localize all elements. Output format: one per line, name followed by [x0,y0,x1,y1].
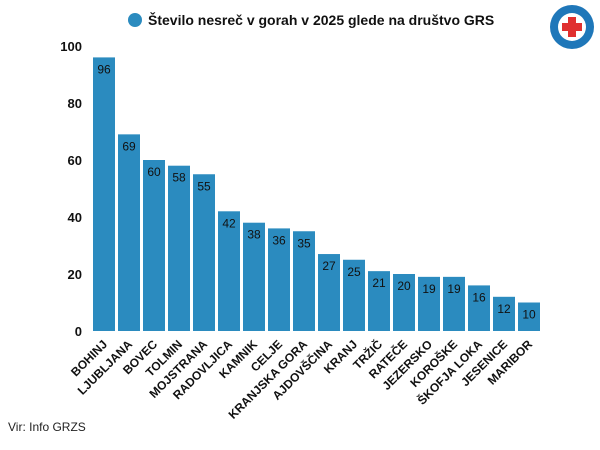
data-label: 19 [447,282,461,296]
data-label: 12 [497,302,511,316]
bar [218,211,240,331]
bar [493,296,515,331]
y-tick-label: 60 [68,153,82,168]
bar [93,57,115,332]
bar [268,228,290,331]
data-label: 20 [397,279,411,293]
y-tick-label: 100 [60,39,82,54]
bar [168,165,190,331]
data-label: 19 [422,282,436,296]
data-label: 36 [272,233,286,247]
y-tick-label: 0 [75,324,82,339]
data-label: 25 [347,265,361,279]
bar [418,276,440,331]
bar [468,285,490,331]
legend-label: Število nesreč v gorah v 2025 glede na d… [148,11,494,28]
y-tick-label: 80 [68,96,82,111]
bar [193,174,215,331]
bar [443,276,465,331]
data-label: 21 [372,276,386,290]
data-label: 69 [122,139,136,153]
data-label: 35 [297,236,311,250]
data-label: 16 [472,290,486,304]
bar [518,302,540,331]
source-note: Vir: Info GRZS [8,420,86,434]
bar [393,274,415,331]
data-label: 55 [197,179,211,193]
data-label: 27 [322,259,336,273]
bar [368,271,390,331]
legend: Število nesreč v gorah v 2025 glede na d… [128,11,494,28]
data-label: 60 [147,165,161,179]
legend-marker [128,13,142,27]
bar [318,254,340,331]
y-tick-label: 40 [68,210,82,225]
bar [293,231,315,331]
bar [343,259,365,331]
data-label: 10 [522,308,536,322]
bar [143,160,165,331]
data-label: 58 [172,171,186,185]
data-label: 42 [222,216,236,230]
data-label: 96 [97,62,111,76]
grs-logo [550,5,594,49]
y-tick-label: 20 [68,267,82,282]
data-label: 38 [247,228,261,242]
bar [118,134,140,331]
bar [243,222,265,331]
